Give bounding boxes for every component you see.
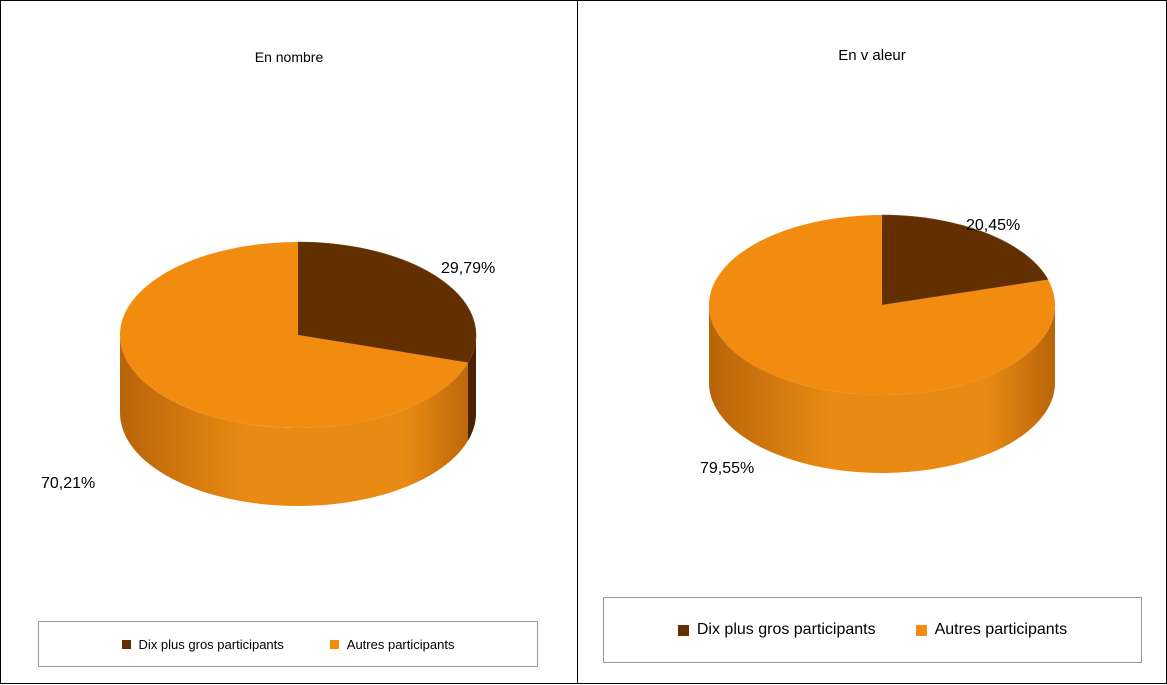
legend-swatch (677, 624, 689, 636)
legend-swatch (121, 639, 131, 649)
pie-slice-side (467, 335, 476, 441)
pie-chart: 20,45% 79,55% (700, 214, 1055, 477)
chart-legend: Dix plus gros participants Autres partic… (603, 597, 1142, 663)
legend-item: Autres participants (329, 636, 455, 652)
pie-side-wall (120, 335, 476, 506)
pie-data-label: 79,55% (700, 460, 754, 477)
chart-panel-left: En nombre 29,79% 70,21% Dix plus gros par… (0, 0, 578, 684)
pie-slice (297, 241, 477, 363)
legend-swatch (915, 624, 927, 636)
legend-label: Autres participants (346, 636, 455, 652)
pie-slice (881, 214, 1049, 306)
legend-label: Dix plus gros participants (138, 636, 284, 652)
legend-label: Autres participants (934, 621, 1068, 638)
pie-chart: 29,79% 70,21% (41, 241, 495, 506)
legend-label: Dix plus gros participants (696, 621, 876, 638)
pie-data-label: 20,45% (966, 217, 1020, 234)
pie-slice (709, 215, 1055, 395)
legend-item: Autres participants (915, 621, 1068, 639)
pie-side-wall (709, 305, 1055, 473)
chart-title: En nombre (254, 49, 324, 65)
chart-legend: Dix plus gros participants Autres partic… (38, 621, 538, 667)
chart-panel-right: En v aleur 20,45% 79,55% Dix plus gros pa… (577, 0, 1167, 684)
legend-swatch (329, 639, 339, 649)
pie-data-label: 70,21% (41, 475, 95, 492)
pie-slice (120, 241, 468, 428)
legend-item: Dix plus gros participants (677, 621, 876, 639)
pie-data-label: 29,79% (441, 260, 495, 277)
legend-item: Dix plus gros participants (121, 636, 284, 652)
chart-title: En v aleur (838, 47, 906, 64)
